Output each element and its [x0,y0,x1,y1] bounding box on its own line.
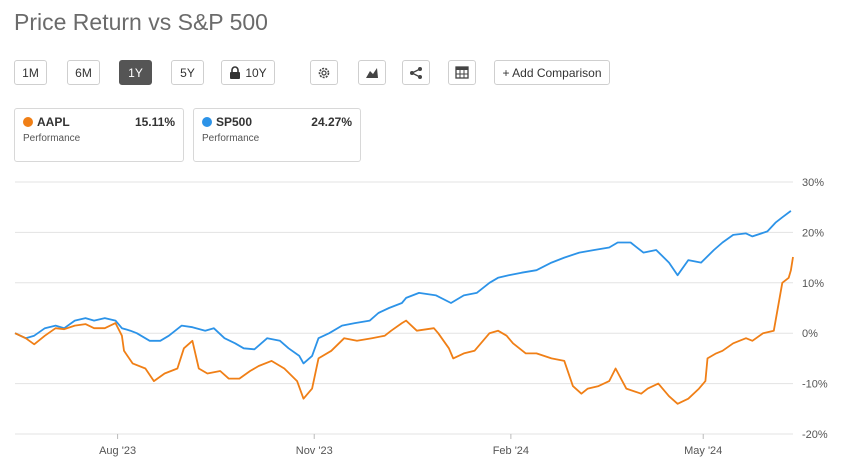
gear-icon [318,67,330,78]
mountain-chart-icon [366,68,378,78]
legend-card-sp500[interactable]: SP500 24.27% Performance [193,108,361,162]
range-10y-button[interactable]: 10Y [221,60,275,85]
y-tick-label: 20% [802,227,824,239]
x-tick-label: May '24 [684,445,722,457]
settings-button[interactable] [310,60,338,85]
range-1y-button[interactable]: 1Y [119,60,152,85]
table-view-button[interactable] [448,60,476,85]
range-10y-label: 10Y [245,65,267,80]
range-1m-button[interactable]: 1M [14,60,47,85]
range-5y-button[interactable]: 5Y [171,60,204,85]
legend-card-aapl[interactable]: AAPL 15.11% Performance [14,108,184,162]
y-tick-label: 30% [802,177,824,189]
table-icon [455,66,469,79]
y-tick-label: -10% [802,379,828,391]
legend-value: 24.27% [311,115,352,129]
y-tick-label: 10% [802,278,824,290]
legend-subtitle: Performance [23,133,81,144]
price-return-chart[interactable]: 30% 20% 10% 0% -10% -20% Aug '23 Nov '23 Feb '24… [0,170,850,470]
aapl-color-dot [23,117,33,127]
legend-subtitle: Performance [202,133,260,144]
sp500-color-dot [202,117,212,127]
x-tick-label: Feb '24 [493,445,529,457]
legend-symbol: AAPL [37,115,70,129]
legend-symbol: SP500 [216,115,253,129]
share-icon [410,66,422,79]
legend-value: 15.11% [134,115,175,129]
share-button[interactable] [402,60,430,85]
page-title: Price Return vs S&P 500 [14,9,268,35]
chart-type-button[interactable] [358,60,386,85]
series-line-sp500 [14,210,792,365]
y-tick-label: 0% [802,328,818,340]
y-tick-label: -20% [802,429,828,441]
series-line-aapl [14,256,794,405]
add-comparison-button[interactable]: + Add Comparison [494,60,610,85]
x-tick-label: Aug '23 [99,445,136,457]
x-tick-label: Nov '23 [296,445,333,457]
lock-icon [230,66,241,79]
range-6m-button[interactable]: 6M [67,60,100,85]
